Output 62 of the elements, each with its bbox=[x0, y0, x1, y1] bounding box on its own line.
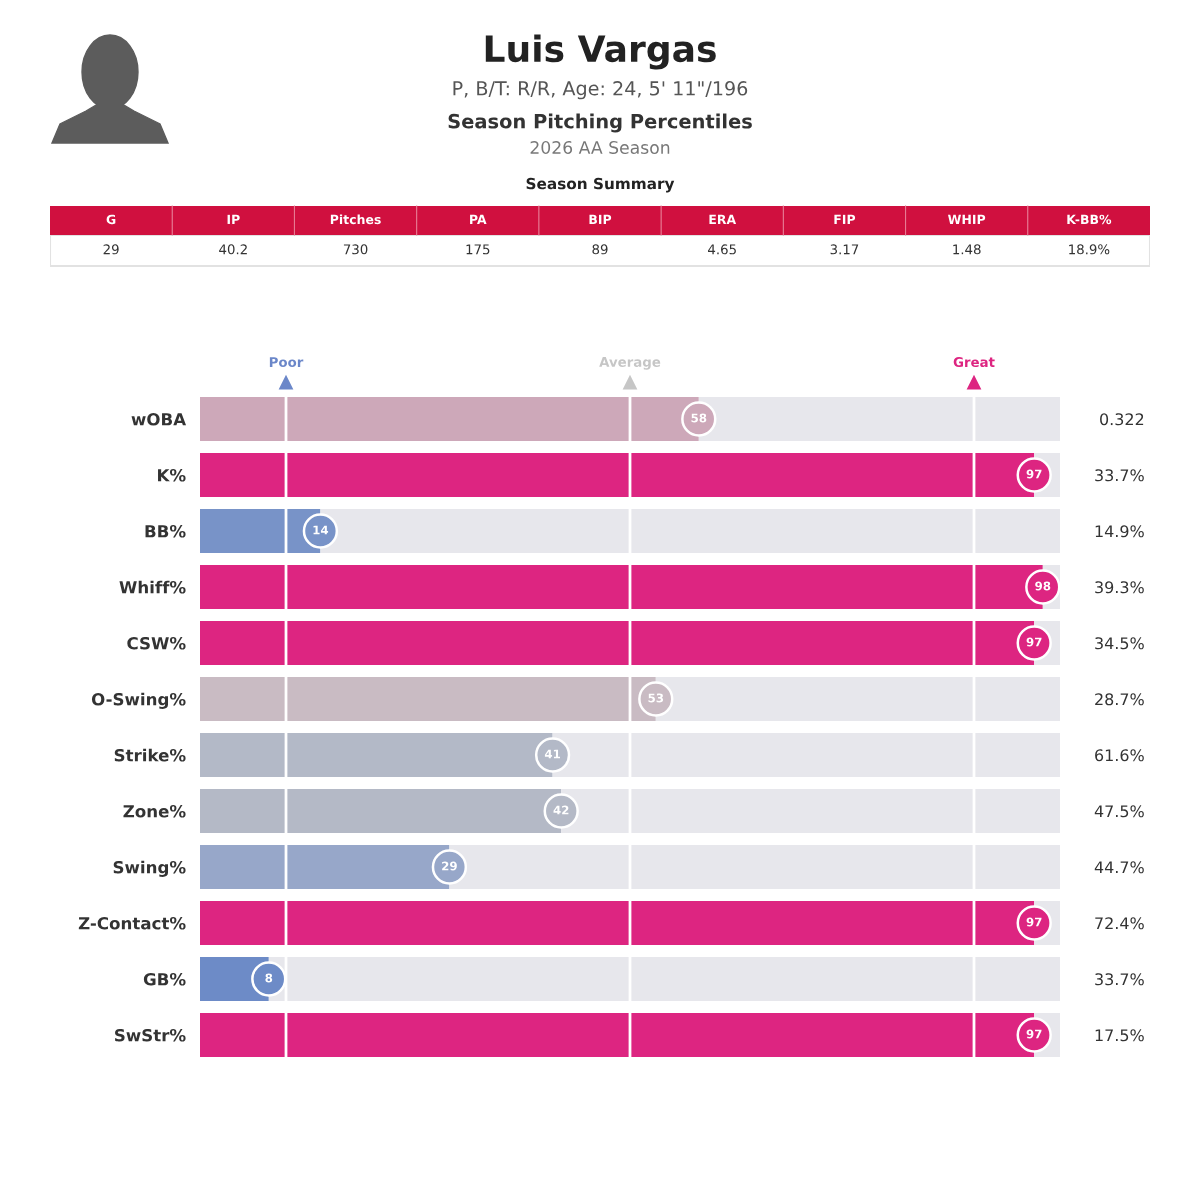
text: 40.2 bbox=[219, 244, 247, 255]
text: Season Pitching Percentiles bbox=[448, 113, 752, 133]
data-label: 97 bbox=[1026, 637, 1042, 647]
y2-tick-label: 33.7% bbox=[1095, 973, 1144, 986]
category-label: K-BB% bbox=[1067, 214, 1112, 225]
text: 29 bbox=[103, 244, 119, 255]
data-label: 97 bbox=[1026, 917, 1042, 927]
y-tick-label: K% bbox=[158, 468, 186, 482]
ref-line-label: Average bbox=[599, 357, 661, 370]
y2-tick-label: 17.5% bbox=[1095, 1029, 1144, 1042]
y2-tick-label: 14.9% bbox=[1095, 525, 1144, 538]
text: 2026 AA Season bbox=[530, 140, 670, 154]
text: 175 bbox=[466, 244, 490, 255]
text: 3.17 bbox=[830, 244, 859, 255]
y2-tick-label: 47.5% bbox=[1094, 805, 1144, 818]
category-label: G bbox=[106, 214, 116, 225]
text: 89 bbox=[592, 244, 608, 255]
y-tick-label: BB% bbox=[145, 524, 186, 538]
y2-tick-label: 61.6% bbox=[1095, 749, 1144, 762]
category-label: Pitches bbox=[330, 214, 381, 225]
y2-tick-label: 72.4% bbox=[1095, 917, 1144, 930]
category-label: PA bbox=[470, 214, 487, 224]
y-tick-label: SwStr% bbox=[115, 1028, 186, 1042]
data-label: 29 bbox=[442, 861, 457, 871]
y-tick-label: Z-Contact% bbox=[78, 916, 186, 930]
data-label: 98 bbox=[1035, 581, 1051, 591]
y-tick-label: wOBA bbox=[131, 412, 187, 426]
text: Luis Vargas bbox=[485, 34, 716, 70]
y2-tick-label: 34.5% bbox=[1095, 637, 1144, 650]
y-tick-label: Zone% bbox=[123, 804, 186, 818]
text: 730 bbox=[343, 244, 368, 255]
y2-tick-label: 44.7% bbox=[1094, 861, 1144, 874]
text: 18.9% bbox=[1069, 244, 1110, 255]
ref-line-label: Great bbox=[953, 357, 995, 368]
data-label: 41 bbox=[544, 749, 560, 759]
y-tick-label: CSW% bbox=[127, 636, 186, 650]
data-label: 53 bbox=[648, 693, 664, 703]
category-label: ERA bbox=[709, 214, 737, 224]
data-label: 8 bbox=[265, 973, 273, 983]
y-tick-label: Whiff% bbox=[119, 580, 186, 594]
y2-tick-label: 39.3% bbox=[1095, 581, 1144, 594]
text: P, B/T: R/R, Age: 24, 5' 11"/196 bbox=[453, 81, 748, 100]
category-label: BIP bbox=[589, 214, 612, 224]
category-label: IP bbox=[227, 214, 240, 224]
y2-tick-label: 33.7% bbox=[1095, 469, 1144, 482]
data-label: 14 bbox=[313, 525, 329, 535]
y-tick-label: Strike% bbox=[114, 748, 186, 762]
data-label: 97 bbox=[1026, 1029, 1042, 1039]
y-tick-label: GB% bbox=[143, 972, 186, 986]
data-label: 97 bbox=[1026, 469, 1042, 479]
category-label: WHIP bbox=[948, 214, 986, 224]
data-label: 42 bbox=[553, 805, 569, 815]
y2-tick-label: 28.7% bbox=[1095, 693, 1144, 706]
y-tick-label: Swing% bbox=[113, 860, 186, 877]
y-tick-label: O-Swing% bbox=[91, 692, 186, 709]
y2-tick-label: 0.322 bbox=[1100, 413, 1144, 426]
category-label: FIP bbox=[834, 214, 856, 224]
data-label: 58 bbox=[691, 413, 707, 423]
text: Season Summary bbox=[526, 177, 675, 193]
text: 4.65 bbox=[708, 244, 736, 255]
ref-line-label: Poor bbox=[269, 357, 304, 368]
text: 1.48 bbox=[953, 244, 981, 255]
